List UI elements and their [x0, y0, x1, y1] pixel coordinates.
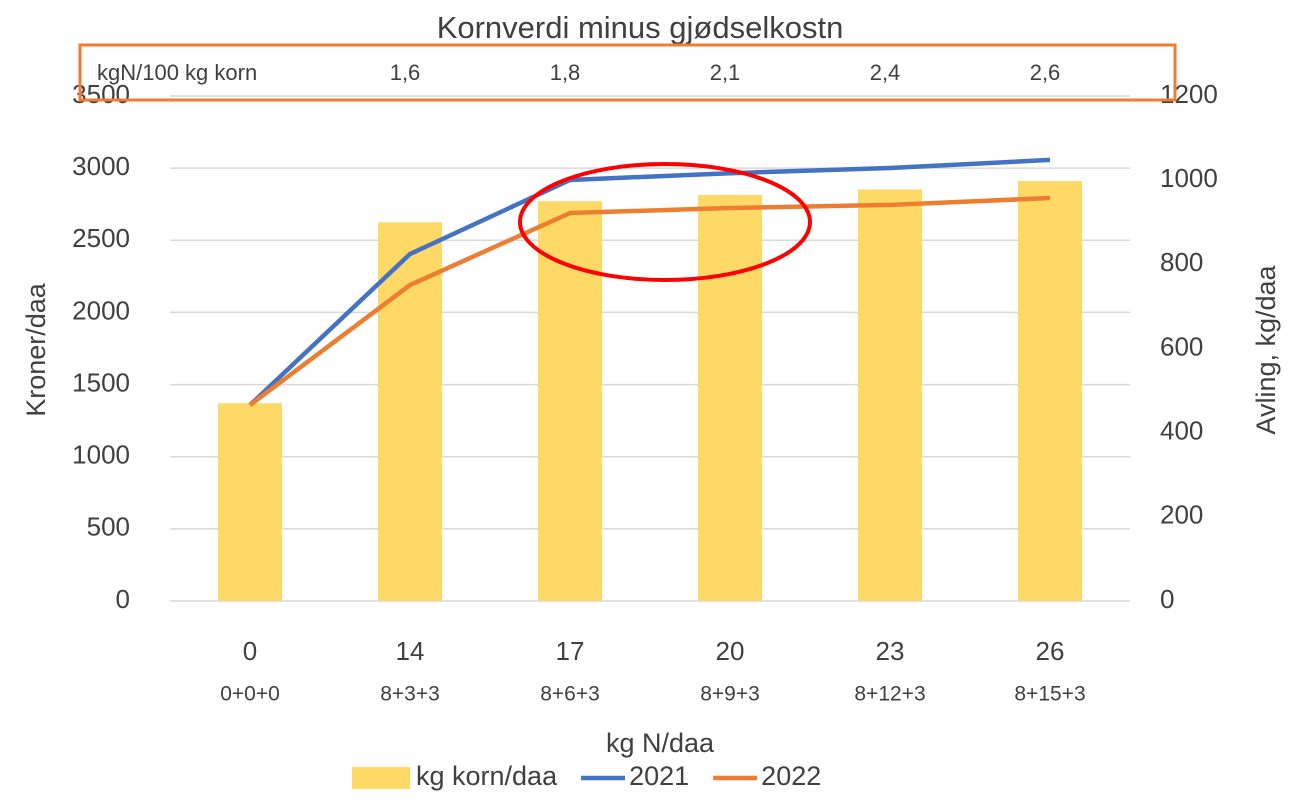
y-tick-label: 2500 [72, 223, 130, 253]
x-tick-label: 26 [1036, 636, 1065, 666]
y2-tick-label: 1000 [1160, 163, 1218, 193]
x-sub-label: 8+3+3 [380, 683, 440, 706]
y-tick-label: 3000 [72, 151, 130, 181]
bar [218, 403, 282, 601]
legend-label: 2021 [629, 761, 689, 791]
x-sub-label: 8+6+3 [540, 683, 600, 706]
x-tick-label: 20 [716, 636, 745, 666]
x-sub-label: 0+0+0 [220, 683, 280, 706]
y2-tick-label: 600 [1160, 331, 1203, 361]
y2-tick-label: 1200 [1160, 79, 1218, 109]
x-tick-label: 14 [396, 636, 425, 666]
y-tick-label: 0 [116, 584, 130, 614]
y2-axis-title: Avling, kg/daa [1251, 264, 1281, 434]
y-tick-label: 1500 [72, 367, 130, 397]
y-tick-label: 500 [87, 512, 130, 542]
x-sub-label: 8+9+3 [700, 683, 760, 706]
top-row-value: 2,1 [710, 60, 741, 85]
y2-tick-label: 200 [1160, 500, 1203, 530]
x-sub-label: 8+15+3 [1014, 683, 1085, 706]
x-tick-label: 23 [876, 636, 905, 666]
y-tick-label: 2000 [72, 295, 130, 325]
bar [1018, 181, 1082, 601]
y-tick-label: 3500 [72, 79, 130, 109]
line [248, 157, 1051, 407]
top-row-value: 1,6 [390, 60, 421, 85]
highlight-box [78, 43, 1177, 102]
x-tick-label: 17 [556, 636, 585, 666]
chart-title: Kornverdi minus gjødselkostn [437, 10, 844, 45]
x-axis-title: kg N/daa [606, 728, 715, 758]
bar [858, 189, 922, 602]
top-row-value: 2,6 [1030, 60, 1061, 85]
top-row-value: 2,4 [870, 60, 901, 85]
y-axis-title: Kroner/daa [21, 282, 51, 417]
legend-swatch [352, 767, 410, 789]
x-tick-label: 0 [243, 636, 257, 666]
bar [378, 222, 442, 601]
y-tick-label: 1000 [72, 440, 130, 470]
legend-label: 2022 [761, 761, 821, 791]
top-row-label: kgN/100 kg korn [97, 60, 257, 85]
x-sub-label: 8+12+3 [854, 683, 925, 706]
legend-label: kg korn/daa [416, 761, 558, 791]
y2-tick-label: 400 [1160, 416, 1203, 446]
y2-tick-label: 0 [1160, 584, 1174, 614]
bar [538, 201, 602, 602]
highlight-ellipse [518, 162, 812, 282]
top-row-value: 1,8 [550, 60, 581, 85]
line [248, 195, 1051, 407]
bar [698, 194, 762, 602]
y2-tick-label: 800 [1160, 247, 1203, 277]
